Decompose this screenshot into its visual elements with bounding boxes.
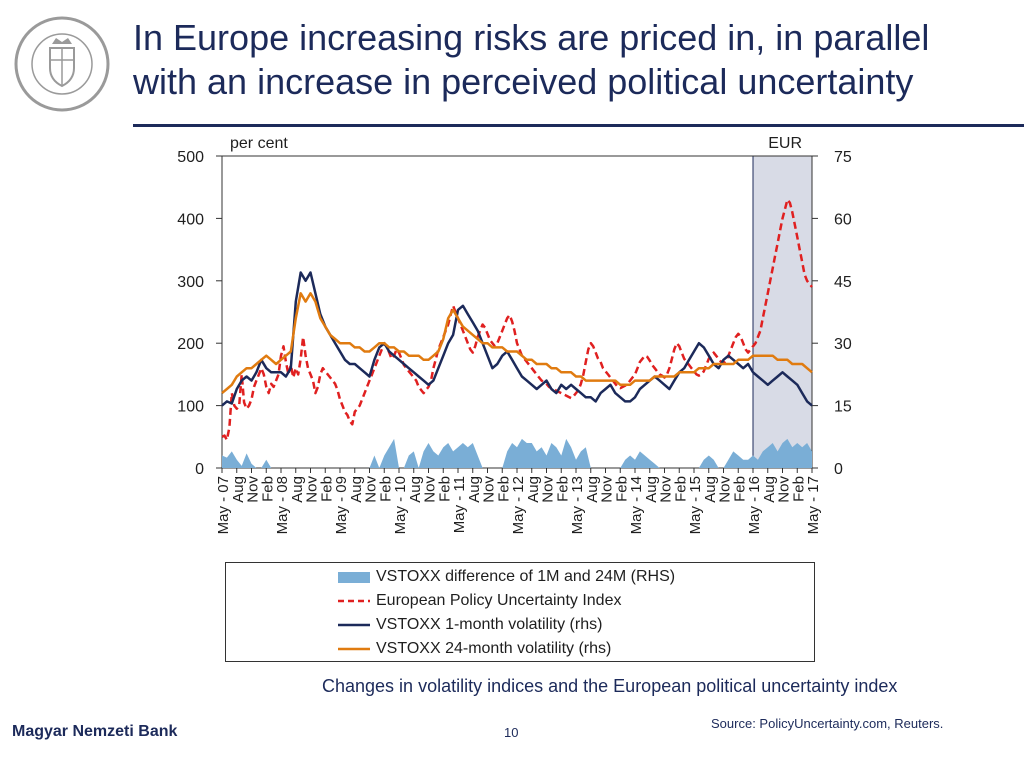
x-tick-label: Nov <box>540 476 557 503</box>
left-tick-label: 400 <box>177 211 204 228</box>
right-tick-label: 0 <box>834 461 843 478</box>
x-tick-label: Feb <box>259 476 276 502</box>
x-tick-label: Aug <box>289 476 306 503</box>
title-line-2: with an increase in perceived political … <box>133 61 914 102</box>
x-tick-label: Nov <box>658 476 675 503</box>
left-tick-label: 200 <box>177 336 204 353</box>
x-tick-label: Nov <box>363 476 380 503</box>
legend-item-policy-uncertainty: European Policy Uncertainty Index <box>338 589 621 613</box>
x-tick-label: Feb <box>731 476 748 502</box>
right-tick-label: 75 <box>834 149 852 166</box>
legend-swatch-navy-line <box>338 623 370 627</box>
legend-item-vstoxx-1m: VSTOXX 1-month volatility (rhs) <box>338 613 602 637</box>
x-tick-label: Feb <box>672 476 689 502</box>
chart-caption: Changes in volatility indices and the Eu… <box>322 676 898 696</box>
left-tick-label: 500 <box>177 149 204 166</box>
x-tick-label: May - 11 <box>451 476 468 533</box>
x-tick-label: Feb <box>495 476 512 502</box>
x-tick-label: Feb <box>318 476 335 502</box>
right-tick-label: 60 <box>834 211 852 228</box>
x-tick-label: Nov <box>304 476 321 503</box>
source-note: Source: PolicyUncertainty.com, Reuters. <box>711 716 944 731</box>
x-tick-label: Aug <box>348 476 365 503</box>
x-tick-label: May - 13 <box>569 476 586 534</box>
x-tick-label: Aug <box>525 476 542 503</box>
x-tick-label: Feb <box>554 476 571 502</box>
right-tick-label: 15 <box>834 399 852 416</box>
x-tick-label: Nov <box>776 476 793 503</box>
legend-item-vstoxx-difference: VSTOXX difference of 1M and 24M (RHS) <box>338 565 675 589</box>
x-tick-label: May - 14 <box>628 476 645 534</box>
x-tick-label: Aug <box>702 476 719 503</box>
chart-legend: VSTOXX difference of 1M and 24M (RHS) Eu… <box>225 562 815 662</box>
legend-label-vstoxx-difference: VSTOXX difference of 1M and 24M (RHS) <box>376 568 676 585</box>
x-tick-label: Nov <box>481 476 498 503</box>
x-tick-label: Aug <box>466 476 483 503</box>
title-line-1: In Europe increasing risks are priced in… <box>133 17 930 58</box>
x-tick-label: Aug <box>584 476 601 503</box>
series-policy-uncertainty-line <box>221 198 813 442</box>
x-tick-label: Feb <box>790 476 807 502</box>
legend-label-vstoxx-24m: VSTOXX 24-month volatility (rhs) <box>376 640 612 657</box>
x-tick-label: May - 17 <box>805 476 822 534</box>
volatility-chart: 0 100 200 300 400 500 0 15 30 45 60 75 per cent EUR Ma… <box>177 135 852 534</box>
page-number: 10 <box>504 725 519 740</box>
legend-item-vstoxx-24m: VSTOXX 24-month volatility (rhs) <box>338 637 611 661</box>
x-tick-label: Aug <box>230 476 247 503</box>
left-tick-label: 300 <box>177 274 204 291</box>
left-axis-unit: per cent <box>230 135 288 152</box>
x-tick-label: Feb <box>613 476 630 502</box>
left-tick-label: 100 <box>177 399 204 416</box>
x-tick-label: May - 08 <box>274 476 291 534</box>
series-vstoxx-difference-area <box>222 438 812 468</box>
slide-title: In Europe increasing risks are priced in… <box>133 16 1013 104</box>
x-tick-label: May - 12 <box>510 476 527 534</box>
x-tick-label: Nov <box>422 476 439 503</box>
x-tick-label: May - 07 <box>215 476 232 534</box>
left-tick-label: 0 <box>195 461 204 478</box>
plot-frame <box>221 155 813 469</box>
x-tick-label: May - 09 <box>333 476 350 534</box>
legend-swatch-dashed <box>338 599 370 603</box>
x-tick-label: Aug <box>407 476 424 503</box>
x-tick-label: Feb <box>436 476 453 502</box>
x-tick-label: May - 16 <box>746 476 763 534</box>
x-tick-label: Nov <box>599 476 616 503</box>
x-tick-label: Feb <box>377 476 394 502</box>
x-tick-label: Nov <box>245 476 262 503</box>
legend-swatch-orange-line <box>338 647 370 651</box>
mnb-logo <box>12 14 112 114</box>
x-tick-label: May - 15 <box>687 476 704 534</box>
series-vstoxx-24m-line <box>221 292 813 395</box>
legend-label-vstoxx-1m: VSTOXX 1-month volatility (rhs) <box>376 616 603 633</box>
x-tick-label: May - 10 <box>392 476 409 534</box>
mnb-seal-icon <box>14 16 110 112</box>
x-tick-label: Aug <box>761 476 778 503</box>
x-tick-label: Nov <box>717 476 734 503</box>
legend-swatch-area <box>338 572 370 583</box>
title-divider <box>133 124 1024 127</box>
right-tick-label: 30 <box>834 336 852 353</box>
x-tick-label: Aug <box>643 476 660 503</box>
right-axis-unit: EUR <box>768 135 802 152</box>
shaded-period <box>752 155 813 469</box>
legend-label-policy-uncertainty: European Policy Uncertainty Index <box>376 592 622 609</box>
footer-bank-name: Magyar Nemzeti Bank <box>12 723 178 740</box>
right-tick-label: 45 <box>834 274 852 291</box>
